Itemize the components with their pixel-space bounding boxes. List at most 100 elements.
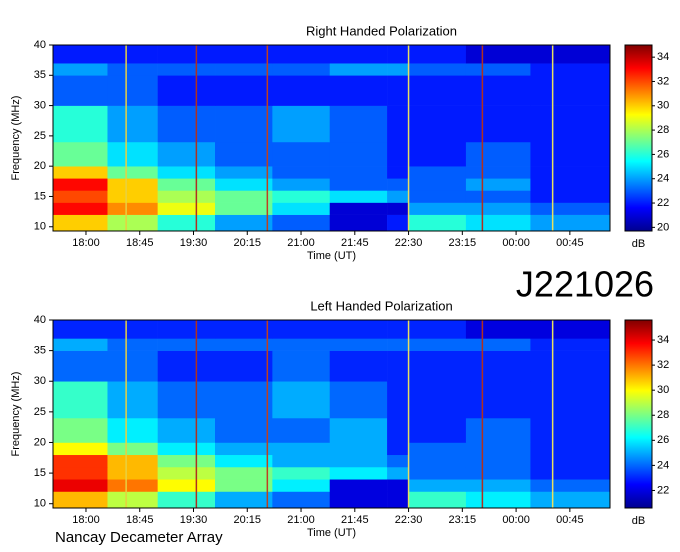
heatmap-cell — [530, 63, 611, 76]
heatmap-cell — [215, 190, 273, 203]
heatmap-cell — [387, 466, 409, 480]
heatmap-cell — [530, 381, 611, 419]
instrument-label: Nancay Decameter Array — [55, 529, 223, 546]
heatmap-cell — [107, 491, 158, 509]
heatmap-cell — [53, 141, 108, 167]
heatmap-cell — [53, 75, 108, 106]
heatmap-cell — [157, 75, 216, 106]
heatmap-cell — [53, 417, 108, 443]
heatmap-cell — [215, 45, 273, 64]
y-tick-label: 20 — [34, 436, 46, 448]
heatmap-cell — [157, 350, 216, 382]
heatmap-cell — [157, 190, 216, 203]
heatmap-cell — [157, 454, 216, 468]
colorbar-tick-label: 26 — [657, 148, 669, 160]
heatmap-cell — [215, 491, 273, 509]
heatmap-cell — [53, 381, 108, 419]
heatmap-cell — [107, 214, 158, 232]
heatmap-cell — [387, 202, 409, 215]
x-tick-label: 19:30 — [180, 237, 208, 249]
x-tick-label: 23:15 — [449, 514, 477, 526]
heatmap-cell — [465, 466, 531, 480]
heatmap-cell — [53, 338, 108, 351]
x-tick-label: 00:45 — [556, 237, 584, 249]
heatmap-cell — [408, 417, 467, 443]
heatmap-cell — [408, 350, 467, 382]
heatmap-cell — [53, 466, 108, 480]
colorbar-tick-label: 22 — [657, 484, 669, 496]
heatmap-cell — [387, 45, 409, 64]
heatmap-cell — [465, 417, 531, 443]
x-tick-label: 21:00 — [287, 514, 315, 526]
heatmap-cell — [530, 479, 611, 492]
y-tick-label: 10 — [34, 498, 46, 510]
heatmap-cell — [53, 190, 108, 203]
heatmap-cell — [465, 178, 531, 191]
heatmap-cell — [465, 442, 531, 456]
heatmap-cell — [107, 166, 158, 179]
heatmap-cell — [157, 491, 216, 509]
heatmap-cell — [329, 381, 388, 419]
heatmap-cell — [215, 178, 273, 191]
heatmap-cell — [329, 466, 388, 480]
heatmap-cell — [329, 338, 388, 351]
x-tick-label: 22:30 — [395, 237, 423, 249]
heatmap-cell — [53, 45, 108, 64]
heatmap-cell — [465, 63, 531, 76]
heatmap-cell — [53, 178, 108, 191]
observation-id: J221026 — [516, 264, 654, 305]
x-tick-label: 21:45 — [341, 514, 369, 526]
heatmap-cell — [107, 466, 158, 480]
heatmap-cell — [408, 479, 467, 492]
heatmap-cell — [53, 491, 108, 509]
heatmap-cell — [272, 166, 331, 179]
heatmap-cell — [530, 491, 611, 509]
heatmap-cell — [408, 491, 467, 509]
heatmap-cell — [329, 442, 388, 456]
colorbar-tick-label: 24 — [657, 173, 669, 185]
heatmap-cell — [530, 190, 611, 203]
heatmap-cell — [272, 202, 331, 215]
heatmap-cell — [107, 141, 158, 167]
colorbar-tick-label: 32 — [657, 75, 669, 87]
heatmap-cell — [272, 381, 331, 419]
heatmap-cell — [107, 63, 158, 76]
heatmap-cell — [530, 442, 611, 456]
heatmap-cell — [408, 381, 467, 419]
heatmap-cell — [107, 338, 158, 351]
y-tick-label: 30 — [34, 99, 46, 111]
y-tick-label: 10 — [34, 221, 46, 233]
x-tick-label: 00:00 — [502, 514, 530, 526]
heatmap-cell — [387, 214, 409, 232]
heatmap-cell — [53, 214, 108, 232]
heatmap-cell — [53, 442, 108, 456]
heatmap-cell — [465, 479, 531, 492]
y-tick-label: 30 — [34, 375, 46, 387]
heatmap-cell — [215, 381, 273, 419]
heatmap-cell — [157, 338, 216, 351]
heatmap-cell — [157, 479, 216, 492]
heatmap-cell — [329, 491, 388, 509]
heatmap-cell — [157, 63, 216, 76]
heatmap-cell — [215, 141, 273, 167]
heatmap-cell — [408, 442, 467, 456]
y-tick-label: 20 — [34, 160, 46, 172]
heatmap-cell — [157, 105, 216, 143]
heatmap-cell — [215, 63, 273, 76]
colorbar-label: dB — [632, 238, 645, 250]
heatmap-cell — [53, 202, 108, 215]
heatmap-cell — [408, 214, 467, 232]
heatmap-cell — [465, 491, 531, 509]
x-tick-label: 20:15 — [234, 237, 262, 249]
colorbar-tick-label: 30 — [657, 100, 669, 112]
heatmap-cell — [465, 320, 531, 339]
heatmap-cell — [53, 479, 108, 492]
heatmap-cell — [107, 190, 158, 203]
chart-title: Right Handed Polarization — [306, 23, 457, 38]
heatmap-cell — [157, 442, 216, 456]
heatmap-cell — [215, 214, 273, 232]
heatmap-cell — [272, 454, 331, 468]
colorbar — [624, 319, 653, 509]
heatmap-cell — [465, 338, 531, 351]
heatmap-cell — [272, 442, 331, 456]
